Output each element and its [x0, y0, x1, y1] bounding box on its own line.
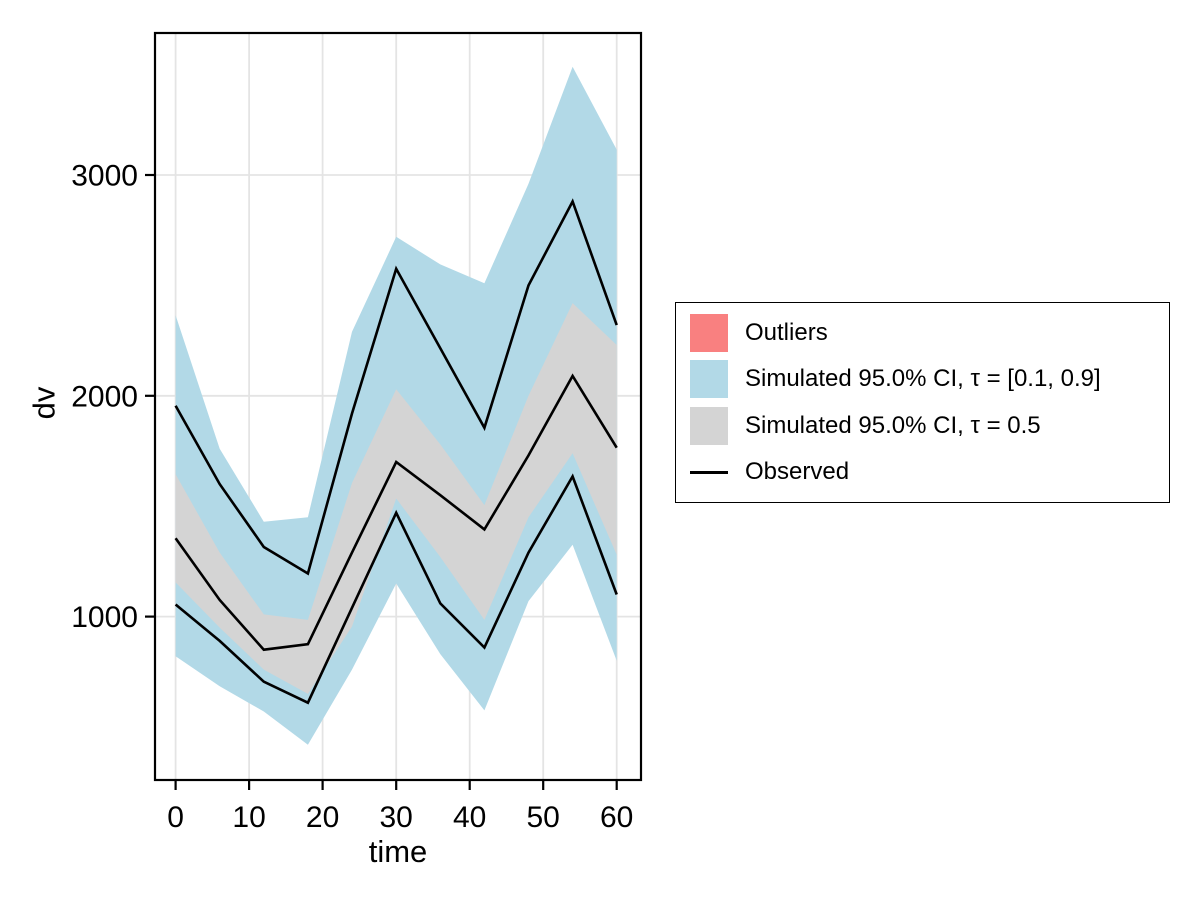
observed-line [174, 473, 618, 705]
plot-border [153, 31, 643, 782]
x-tick-label: 0 [167, 801, 184, 834]
ci-outer-swatch [690, 360, 728, 399]
legend-label: Simulated 95.0% CI, τ = 0.5 [745, 411, 1041, 439]
legend-entry-ci-outer: Simulated 95.0% CI, τ = [0.1, 0.9] [690, 360, 1155, 400]
y-tick-label: 2000 [71, 380, 138, 413]
y-tick-label: 3000 [71, 160, 138, 193]
legend-label: Simulated 95.0% CI, τ = [0.1, 0.9] [745, 365, 1101, 393]
legend: Outliers Simulated 95.0% CI, τ = [0.1, 0… [675, 302, 1170, 503]
observed-line [174, 373, 618, 652]
observed-line [174, 198, 618, 576]
y-axis-label: dv [26, 386, 62, 420]
legend-entry-observed: Observed [690, 453, 1155, 493]
x-tick-label: 60 [600, 801, 633, 834]
x-tick-label: 40 [453, 801, 486, 834]
legend-entry-outliers: Outliers [690, 313, 1155, 353]
legend-label: Outliers [745, 318, 828, 346]
ci-median-swatch [690, 406, 728, 445]
x-tick-label: 50 [527, 801, 560, 834]
legend-entry-ci-median: Simulated 95.0% CI, τ = 0.5 [690, 406, 1155, 446]
legend-label: Observed [745, 458, 850, 486]
ci-band-median [175, 303, 617, 694]
outliers-swatch [690, 313, 728, 352]
x-tick-label: 30 [380, 801, 413, 834]
y-tick-label: 1000 [71, 601, 138, 634]
x-tick-label: 10 [232, 801, 265, 834]
x-axis-label: time [368, 834, 428, 869]
x-tick-label: 20 [306, 801, 339, 834]
observed-line-sample [690, 470, 728, 474]
